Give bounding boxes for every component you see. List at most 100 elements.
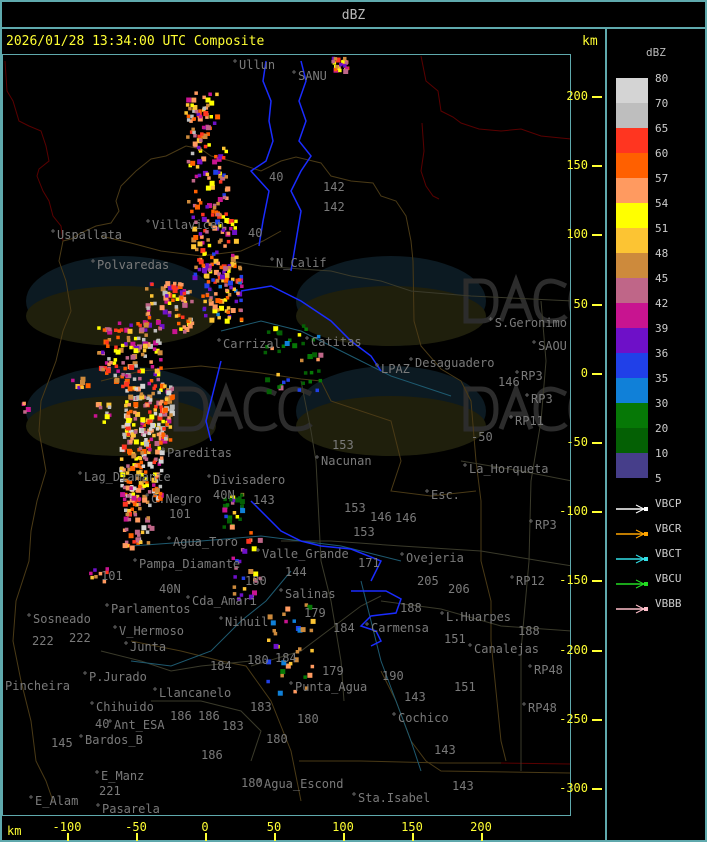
echo-cell — [222, 195, 227, 200]
echo-cell — [107, 362, 111, 367]
echo-cell — [185, 103, 190, 107]
echo-cell — [150, 282, 154, 287]
watermark-logo-icon — [463, 381, 570, 432]
place-label: 40 — [269, 170, 283, 184]
echo-cell — [147, 524, 152, 529]
echo-cell — [159, 456, 164, 460]
echo-cell — [120, 343, 125, 348]
x-tick-label: -100 — [52, 820, 82, 834]
echo-cell — [186, 97, 192, 103]
boundary-line — [281, 540, 570, 567]
echo-cell — [22, 401, 26, 406]
echo-cell — [127, 328, 133, 334]
place-label: LPAZ — [381, 362, 410, 376]
place-label: S.Geronimo — [495, 316, 567, 330]
echo-cell — [140, 530, 145, 535]
radar-name: VBCP — [655, 497, 682, 510]
echo-cell — [215, 92, 219, 97]
echo-cell — [122, 432, 126, 437]
boundary-line — [460, 460, 570, 482]
echo-cell — [192, 141, 198, 147]
echo-cell — [140, 451, 144, 455]
radar-name: VBCT — [655, 547, 682, 560]
echo-cell — [130, 432, 136, 438]
echo-cell — [234, 566, 238, 570]
color-band — [616, 453, 648, 478]
echo-cell — [127, 467, 131, 472]
echo-cell — [226, 239, 231, 244]
echo-cell — [147, 490, 152, 494]
echo-cell — [246, 538, 252, 544]
boundary-line — [360, 580, 422, 772]
echo-cell — [221, 215, 226, 219]
logo-icon — [296, 396, 486, 456]
place-label: Canalejas — [474, 642, 539, 656]
place-marker-icon — [79, 734, 83, 738]
echo-cell — [159, 441, 163, 445]
echo-cell — [119, 466, 124, 470]
echo-cell — [151, 391, 155, 396]
echo-cell — [188, 289, 192, 294]
echo-cell — [215, 219, 221, 225]
echo-cell — [218, 180, 223, 184]
echo-cell — [124, 381, 130, 387]
echo-cell — [145, 287, 149, 291]
echo-cell — [98, 405, 103, 410]
echo-cell — [197, 241, 203, 247]
echo-cell — [124, 508, 128, 512]
echo-cell — [187, 200, 191, 204]
logo-icon — [26, 286, 216, 346]
place-label: 144 — [285, 565, 307, 579]
echo-cell — [139, 392, 144, 396]
place-label: 184 — [210, 659, 232, 673]
x-tick — [274, 833, 276, 841]
echo-cell — [133, 430, 138, 434]
echo-cell — [341, 60, 345, 64]
echo-cell — [217, 276, 222, 280]
echo-cell — [157, 415, 163, 421]
echo-cell — [194, 220, 198, 224]
echo-cell — [114, 377, 120, 383]
echo-cell — [161, 435, 166, 439]
y-tick-label: -150 — [559, 573, 588, 588]
place-label: Villavicen — [152, 218, 224, 232]
place-label: SANU — [298, 69, 327, 83]
place-label: 188 — [518, 624, 540, 638]
echo-cell — [282, 380, 286, 385]
boundary-line — [130, 570, 292, 667]
echo-cell — [304, 603, 309, 607]
y-tick-label: -250 — [559, 711, 588, 726]
color-label: 39 — [655, 322, 669, 335]
x-tick-label: -50 — [125, 820, 147, 834]
echo-cell — [148, 427, 153, 431]
echo-cell — [310, 648, 314, 653]
place-label: Ullun — [239, 58, 275, 72]
echo-cell — [131, 495, 137, 501]
echo-cell — [126, 411, 131, 415]
radar-map-canvas[interactable]: Ullun SANU 40 40 142 142 Villavicen Uspallata Po… — [3, 55, 571, 816]
echo-cell — [225, 186, 231, 192]
echo-cell — [224, 318, 230, 324]
echo-cell — [213, 258, 219, 264]
echo-cell — [168, 285, 173, 291]
echo-cell — [230, 501, 235, 505]
echo-cell — [191, 97, 197, 103]
echo-cell — [154, 441, 160, 446]
echo-cell — [128, 533, 134, 539]
radar-map[interactable]: Ullun SANU 40 40 142 142 Villavicen Uspallata Po… — [2, 54, 571, 816]
echo-cell — [129, 545, 135, 551]
echo-cell — [137, 533, 141, 537]
color-label: 51 — [655, 222, 669, 235]
boundary-line — [12, 240, 72, 802]
echo-cell — [133, 336, 138, 341]
echo-cell — [160, 286, 166, 292]
echo-cell — [146, 516, 150, 520]
echo-cell — [231, 253, 235, 258]
place-labels: Ullun SANU 40 40 142 142 Villavicen Uspallata Po… — [5, 58, 567, 815]
echo-cell — [134, 529, 140, 535]
echo-cell — [227, 518, 232, 524]
echo-cell — [134, 457, 138, 461]
echo-cell — [200, 235, 204, 239]
place-marker-icon — [27, 613, 31, 617]
echo-cell — [191, 244, 197, 250]
